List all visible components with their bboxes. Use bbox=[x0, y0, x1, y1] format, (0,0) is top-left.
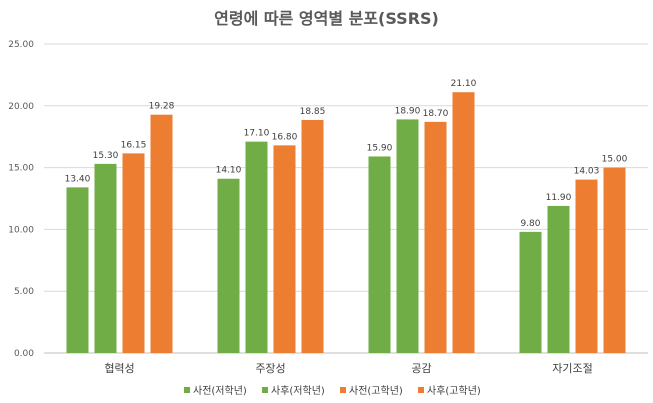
x-tick-label: 자기조절 bbox=[552, 362, 592, 375]
x-tick-label: 협력성 bbox=[104, 362, 134, 375]
data-label: 13.40 bbox=[65, 174, 91, 184]
data-label: 18.70 bbox=[423, 109, 449, 119]
gridlines bbox=[44, 43, 648, 354]
bar bbox=[396, 119, 419, 354]
bar bbox=[122, 153, 145, 353]
legend-item: 사전(고학년) bbox=[340, 385, 403, 397]
data-label: 14.03 bbox=[574, 167, 600, 177]
legend-item: 사후(고학년) bbox=[418, 385, 481, 397]
legend-label: 사전(고학년) bbox=[349, 385, 403, 397]
data-label: 16.15 bbox=[121, 140, 147, 150]
bar bbox=[94, 163, 117, 353]
y-tick-label: 25.00 bbox=[8, 40, 34, 50]
data-label: 17.10 bbox=[244, 129, 270, 139]
data-label: 21.10 bbox=[451, 79, 477, 89]
y-tick-label: 0.00 bbox=[14, 349, 34, 359]
bar bbox=[245, 141, 268, 353]
bar bbox=[519, 231, 542, 353]
bar bbox=[66, 187, 89, 353]
bar bbox=[603, 167, 626, 353]
data-label: 18.85 bbox=[300, 107, 326, 117]
x-tick-label: 공감 bbox=[411, 362, 431, 375]
bar bbox=[547, 205, 570, 353]
bar bbox=[368, 156, 391, 353]
y-tick-label: 10.00 bbox=[8, 225, 34, 235]
bar bbox=[452, 92, 475, 353]
data-label: 15.30 bbox=[93, 151, 119, 161]
data-label: 18.90 bbox=[395, 106, 421, 116]
chart-title: 연령에 따른 영역별 분포(SSRS) bbox=[214, 9, 439, 28]
data-label: 19.28 bbox=[149, 102, 175, 112]
y-tick-label: 5.00 bbox=[14, 287, 34, 297]
data-label: 15.00 bbox=[602, 155, 628, 165]
data-label: 16.80 bbox=[272, 132, 298, 142]
legend-item: 사후(저학년) bbox=[262, 385, 325, 397]
data-label: 9.80 bbox=[520, 219, 540, 229]
bar bbox=[575, 179, 598, 353]
legend-swatch bbox=[262, 387, 268, 393]
legend-swatch bbox=[418, 387, 424, 393]
data-label: 14.10 bbox=[216, 166, 242, 176]
legend-item: 사전(저학년) bbox=[184, 385, 247, 397]
y-tick-label: 15.00 bbox=[8, 164, 34, 174]
bar bbox=[217, 178, 240, 353]
legend-swatch bbox=[184, 387, 190, 393]
data-label: 11.90 bbox=[546, 193, 572, 203]
bar bbox=[301, 120, 324, 353]
bar bbox=[273, 145, 296, 353]
x-axis: 협력성 주장성 공감 자기조절 bbox=[104, 362, 592, 375]
data-label: 15.90 bbox=[367, 143, 393, 153]
y-axis: 0.00 5.00 10.00 15.00 20.00 25.00 bbox=[8, 40, 34, 359]
bar bbox=[424, 121, 447, 353]
x-tick-label: 주장성 bbox=[255, 362, 285, 375]
bar bbox=[150, 114, 173, 353]
legend-label: 사후(저학년) bbox=[271, 385, 325, 397]
legend-swatch bbox=[340, 387, 346, 393]
y-tick-label: 20.00 bbox=[8, 102, 34, 112]
legend-label: 사후(고학년) bbox=[427, 385, 481, 397]
legend-label: 사전(저학년) bbox=[193, 385, 247, 397]
legend: 사전(저학년) 사후(저학년) 사전(고학년) 사후(고학년) bbox=[184, 385, 481, 397]
